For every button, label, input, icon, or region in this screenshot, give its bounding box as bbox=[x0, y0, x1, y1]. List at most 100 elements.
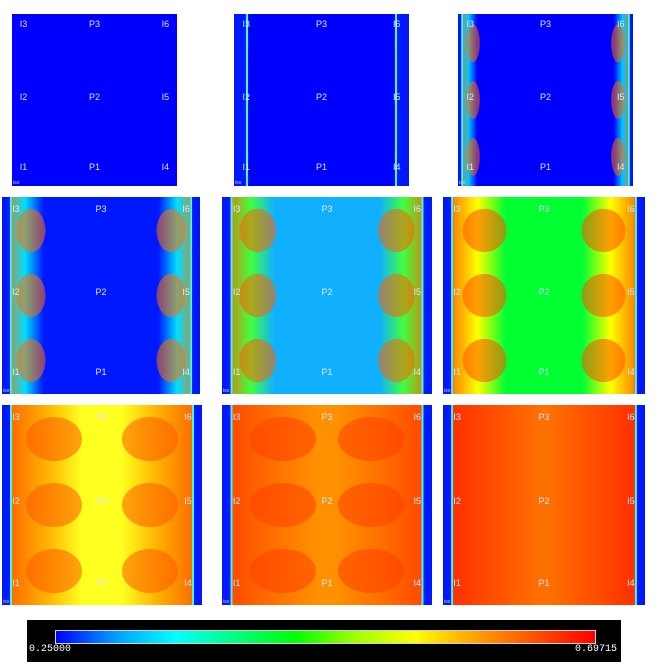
injector-front-bulge bbox=[156, 273, 186, 318]
well-label: I4 bbox=[627, 578, 635, 588]
injector-front-bulge bbox=[377, 338, 415, 383]
iso-corner-label: iso bbox=[13, 180, 20, 186]
strip-edge-line bbox=[634, 405, 637, 605]
well-label: I6 bbox=[161, 19, 170, 30]
injector-front-bulge bbox=[122, 483, 178, 527]
colorbar-gradient bbox=[55, 630, 596, 644]
injector-front-bulge bbox=[16, 338, 46, 383]
well-label: P1 bbox=[538, 578, 550, 588]
well-label: I2 bbox=[19, 91, 28, 102]
well-label: P3 bbox=[315, 19, 328, 30]
well-label: P2 bbox=[96, 496, 108, 506]
saturation-field bbox=[12, 14, 177, 186]
injector-front-bulge bbox=[377, 273, 415, 318]
well-label: I5 bbox=[392, 91, 401, 102]
strip-edge-line bbox=[421, 405, 424, 605]
injector-front-bulge bbox=[466, 137, 480, 176]
well-label: I3 bbox=[19, 19, 28, 30]
well-label: I1 bbox=[232, 367, 241, 378]
injector-front-bulge bbox=[338, 483, 405, 527]
well-label: I5 bbox=[184, 496, 192, 506]
injector-front-bulge bbox=[239, 338, 277, 383]
iso-corner-label: iso bbox=[3, 599, 10, 605]
well-label: P2 bbox=[538, 286, 550, 297]
well-label: I5 bbox=[182, 286, 190, 297]
left-boundary-strip bbox=[234, 14, 248, 186]
well-label: I3 bbox=[466, 19, 475, 30]
well-label: I4 bbox=[627, 367, 635, 378]
injector-front-bulge bbox=[249, 417, 316, 461]
well-label: I6 bbox=[413, 412, 422, 422]
well-label: I2 bbox=[466, 91, 475, 102]
injector-front-bulge bbox=[26, 417, 82, 461]
strip-edge-line bbox=[246, 14, 248, 186]
colorbar-min-label: 0.25000 bbox=[29, 644, 72, 655]
well-label: P3 bbox=[539, 19, 552, 30]
well-label: P1 bbox=[321, 367, 333, 378]
injector-front-bulge bbox=[466, 24, 480, 63]
injector-front-bulge bbox=[462, 338, 507, 383]
strip-edge-line bbox=[421, 197, 424, 394]
well-label: P3 bbox=[321, 203, 333, 214]
well-label: P2 bbox=[321, 286, 333, 297]
well-label: P1 bbox=[96, 578, 108, 588]
injector-front-bulge bbox=[26, 483, 82, 527]
well-label: I6 bbox=[413, 203, 422, 214]
strip-edge-line bbox=[627, 14, 630, 186]
strip-edge-line bbox=[451, 405, 454, 605]
well-label: I1 bbox=[453, 578, 461, 588]
well-label: I2 bbox=[12, 286, 20, 297]
saturation-panel-t8: I3 I2 I1 P3 P2 P1 I6 I5 I4 iso bbox=[222, 405, 432, 605]
injector-front-bulge bbox=[239, 208, 277, 253]
saturation-panel-t4: I3 I2 I1 P3 P2 P1 I6 I5 I4 iso bbox=[2, 197, 200, 394]
well-label: P2 bbox=[95, 286, 107, 297]
saturation-panel-t3: I3 I2 I1 P3 P2 P1 I6 I5 I4 iso bbox=[458, 14, 633, 186]
injector-front-bulge bbox=[377, 208, 415, 253]
well-label: I2 bbox=[12, 496, 20, 506]
right-boundary-strip bbox=[192, 405, 202, 605]
well-label: P1 bbox=[88, 162, 101, 173]
well-label: I5 bbox=[627, 286, 635, 297]
well-label: I4 bbox=[184, 578, 192, 588]
saturation-panel-t2: I3 I2 I1 P3 P2 P1 I6 I5 I4 iso bbox=[234, 14, 409, 186]
well-label: I3 bbox=[232, 203, 241, 214]
well-label: I4 bbox=[413, 367, 422, 378]
well-label: I2 bbox=[232, 496, 241, 506]
well-label: P3 bbox=[538, 203, 550, 214]
strip-edge-line bbox=[230, 197, 233, 394]
well-label: I1 bbox=[12, 578, 20, 588]
strip-edge-line bbox=[395, 14, 397, 186]
well-label: I5 bbox=[627, 496, 635, 506]
strip-edge-line bbox=[192, 405, 194, 605]
well-label: I5 bbox=[413, 286, 422, 297]
saturation-panel-t6: I3 I2 I1 P3 P2 P1 I6 I5 I4 iso bbox=[443, 197, 645, 394]
injector-front-bulge bbox=[462, 273, 507, 318]
right-boundary-strip bbox=[395, 14, 409, 186]
strip-edge-line bbox=[190, 197, 193, 394]
injector-front-bulge bbox=[338, 417, 405, 461]
well-label: P3 bbox=[88, 19, 101, 30]
injector-front-bulge bbox=[249, 549, 316, 593]
iso-corner-label: iso bbox=[223, 599, 230, 605]
well-label: I1 bbox=[466, 162, 475, 173]
well-label: I4 bbox=[161, 162, 170, 173]
iso-corner-label: iso bbox=[3, 388, 10, 394]
well-label: P1 bbox=[539, 162, 552, 173]
well-label: P2 bbox=[88, 91, 101, 102]
right-boundary-strip bbox=[421, 405, 432, 605]
injector-front-bulge bbox=[581, 208, 626, 253]
injector-front-bulge bbox=[16, 208, 46, 253]
strip-edge-line bbox=[9, 197, 12, 394]
injector-front-bulge bbox=[462, 208, 507, 253]
right-boundary-strip bbox=[190, 197, 200, 394]
well-label: I5 bbox=[161, 91, 170, 102]
well-label: I1 bbox=[453, 367, 461, 378]
right-boundary-strip bbox=[634, 405, 645, 605]
well-label: P1 bbox=[95, 367, 107, 378]
well-label: I3 bbox=[453, 203, 461, 214]
iso-corner-label: iso bbox=[459, 180, 466, 186]
well-label: I4 bbox=[182, 367, 190, 378]
iso-corner-label: iso bbox=[444, 388, 451, 394]
well-label: I4 bbox=[413, 578, 422, 588]
strip-edge-line bbox=[451, 197, 454, 394]
